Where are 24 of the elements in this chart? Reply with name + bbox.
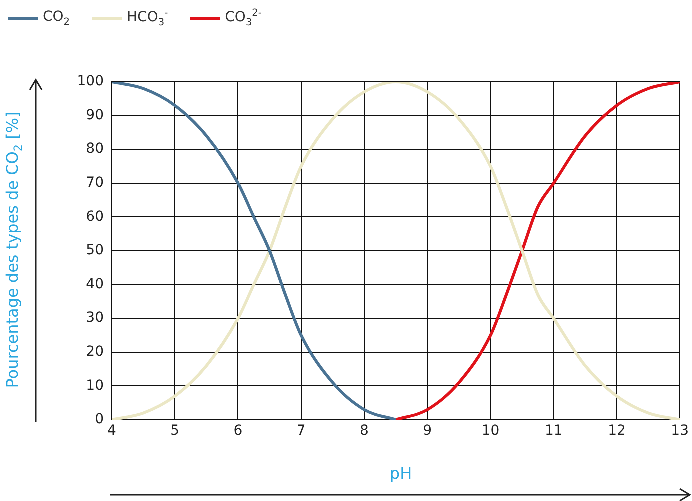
x-tick-label: 10 [482,423,500,440]
x-tick-label: 4 [108,423,117,440]
y-tick-label: 80 [86,141,104,158]
x-tick-label: 7 [296,423,306,440]
x-tick-label: 8 [360,423,369,440]
y-tick-label: 20 [86,344,104,360]
y-tick-label: 50 [86,242,104,259]
y-tick-label: 10 [86,378,104,394]
y-tick-label: 60 [86,208,104,225]
x-tick-label: 5 [170,423,180,440]
x-tick-label: 11 [544,423,563,440]
x-axis-title: pH [390,464,412,483]
y-tick-label: 40 [86,276,104,292]
y-tick-label: 100 [77,74,104,90]
x-tick-label: 6 [234,423,243,440]
y-tick-label: 70 [86,175,104,192]
y-tick-label: 30 [86,310,104,326]
x-tick-label: 13 [671,423,690,440]
line-series [112,82,680,420]
y-tick-label: 0 [95,412,104,428]
y-tick-label: 90 [86,107,104,124]
x-tick-label: 12 [608,423,626,440]
legend-label: CO$_{2}$ [43,8,70,28]
x-tick-label: 9 [423,423,432,440]
